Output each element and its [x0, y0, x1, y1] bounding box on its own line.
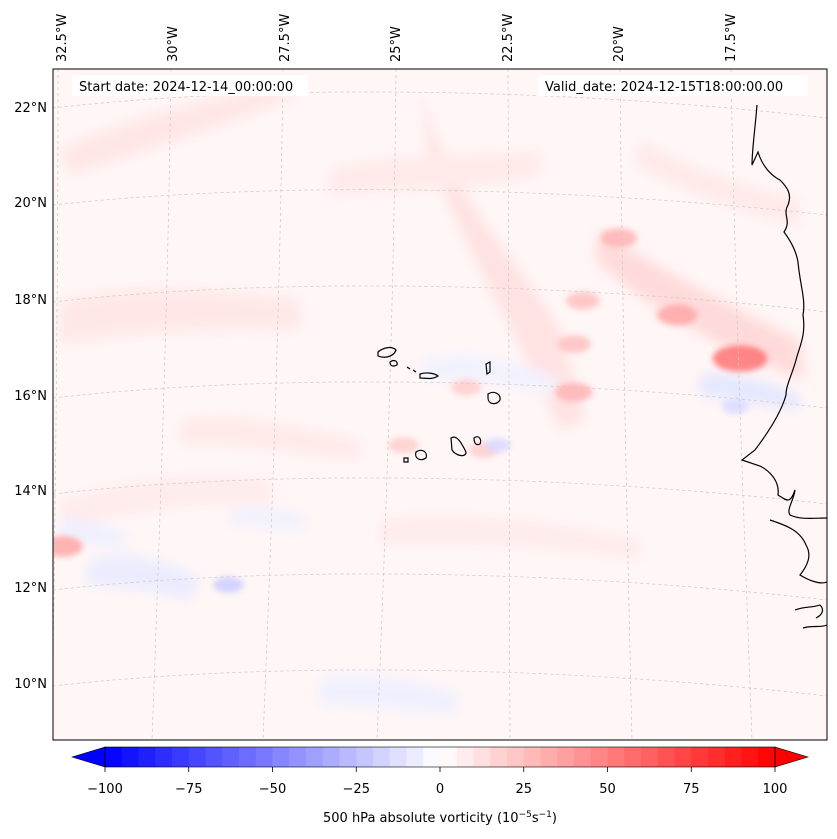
colorbar-cell [188, 747, 206, 767]
lat-label: 22°N [14, 101, 47, 116]
colorbar-cell [322, 747, 340, 767]
lat-label: 18°N [14, 293, 47, 308]
santo-antao-island [377, 346, 397, 358]
colorbar-tick-label: 0 [436, 782, 444, 797]
colorbar-cell [490, 747, 508, 767]
colorbar-cell [473, 747, 491, 767]
brava-island [403, 457, 409, 463]
vorticity-maximum [712, 345, 768, 372]
colorbar-cell [289, 747, 307, 767]
longitude-labels: 32.5°W 30°W 27.5°W 25°W 22.5°W 20°W 17.5… [55, 14, 739, 62]
colorbar-cell [758, 747, 776, 767]
colorbar-cell [557, 747, 575, 767]
colorbar-cell [724, 747, 742, 767]
colorbar-tick-label: −100 [87, 782, 123, 797]
lat-label: 12°N [14, 581, 47, 596]
colorbar-cell [239, 747, 257, 767]
colorbar-cell [373, 747, 391, 767]
colorbar-label: 500 hPa absolute vorticity (10−5s−1) [323, 810, 557, 826]
colorbar-cell [306, 747, 324, 767]
vorticity-field [53, 69, 827, 740]
colorbar-cell [255, 747, 273, 767]
colorbar-tick-label: 25 [515, 782, 532, 797]
boa-vista-island [487, 391, 501, 405]
lon-label: 32.5°W [55, 14, 70, 62]
colorbar-tick-label: −75 [175, 782, 202, 797]
colorbar-cell [205, 747, 223, 767]
map-frame [52, 68, 828, 741]
colorbar-cell [708, 747, 726, 767]
colorbar-cell [121, 747, 139, 767]
colorbar-cell [540, 747, 558, 767]
vorticity-maximum [388, 437, 419, 454]
lon-label: 22.5°W [501, 14, 516, 62]
sao-vicente-island [389, 359, 398, 367]
vorticity-maximum [557, 335, 591, 353]
colorbar-cell [105, 747, 123, 767]
sao-nicolau-island [419, 372, 440, 380]
lat-label: 14°N [14, 484, 47, 499]
colorbar-cell [138, 747, 156, 767]
colorbar-cell [440, 747, 458, 767]
colorbar-tick-label: −50 [259, 782, 286, 797]
vorticity-maximum [451, 379, 482, 396]
start-date-label: Start date: 2024-12-14_00:00:00 [79, 80, 293, 95]
colorbar: −100 −75 −50 −25 0 25 50 75 100 500 hPa absolute… [70, 746, 810, 826]
colorbar-cell [523, 747, 541, 767]
colorbar-min-extend [70, 746, 106, 768]
santiago-island [450, 436, 467, 457]
colorbar-cell [339, 747, 357, 767]
valid-date-box [538, 75, 808, 96]
africa-coastline [740, 104, 827, 519]
colorbar-tick-label: 100 [763, 782, 788, 797]
colorbar-cell [641, 747, 659, 767]
colorbar-cell [356, 747, 374, 767]
start-date-box [72, 75, 308, 96]
colorbar-cell [691, 747, 709, 767]
colorbar-cell [607, 747, 625, 767]
colorbar-tick-label: 50 [599, 782, 616, 797]
colorbar-cell [406, 747, 424, 767]
colorbar-cell [657, 747, 675, 767]
sal-island [485, 361, 491, 376]
vorticity-maximum [656, 304, 698, 326]
colorbar-cell [456, 747, 474, 767]
colorbar-cell [590, 747, 608, 767]
lon-label: 20°W [612, 26, 627, 62]
lon-label: 27.5°W [278, 14, 293, 62]
fogo-island [415, 449, 427, 461]
colorbar-cell [423, 747, 441, 767]
vorticity-maximum [566, 291, 600, 310]
colorbar-cell [272, 747, 290, 767]
coastlines [377, 104, 827, 629]
colorbar-cell [172, 747, 190, 767]
colorbar-cell [389, 747, 407, 767]
vorticity-maximum [600, 228, 638, 248]
lon-label: 17.5°W [724, 14, 739, 62]
colorbar-tick-label: −25 [343, 782, 370, 797]
lon-label: 25°W [389, 26, 404, 62]
lat-label: 20°N [14, 196, 47, 211]
lon-label: 30°W [166, 26, 181, 62]
lat-label: 16°N [14, 389, 47, 404]
colorbar-cell [222, 747, 240, 767]
valid-date-label: Valid_date: 2024-12-15T18:00:00.00 [545, 80, 783, 95]
lat-label: 10°N [14, 677, 47, 692]
colorbar-cell [507, 747, 525, 767]
colorbar-cell [674, 747, 692, 767]
vorticity-minimum [722, 399, 749, 414]
colorbar-tick-label: 75 [683, 782, 700, 797]
vorticity-maximum [555, 382, 593, 402]
colorbar-cell [155, 747, 173, 767]
colorbar-cell [741, 747, 759, 767]
colorbar-cell [624, 747, 642, 767]
colorbar-max-extend [774, 746, 810, 768]
vorticity-minimum [213, 576, 244, 593]
vorticity-minimum [484, 437, 512, 453]
vorticity-maximum [53, 536, 83, 557]
maio-island [473, 436, 482, 446]
colorbar-cell [574, 747, 592, 767]
latitude-labels: 22°N 20°N 18°N 16°N 14°N 12°N 10°N [14, 101, 47, 692]
